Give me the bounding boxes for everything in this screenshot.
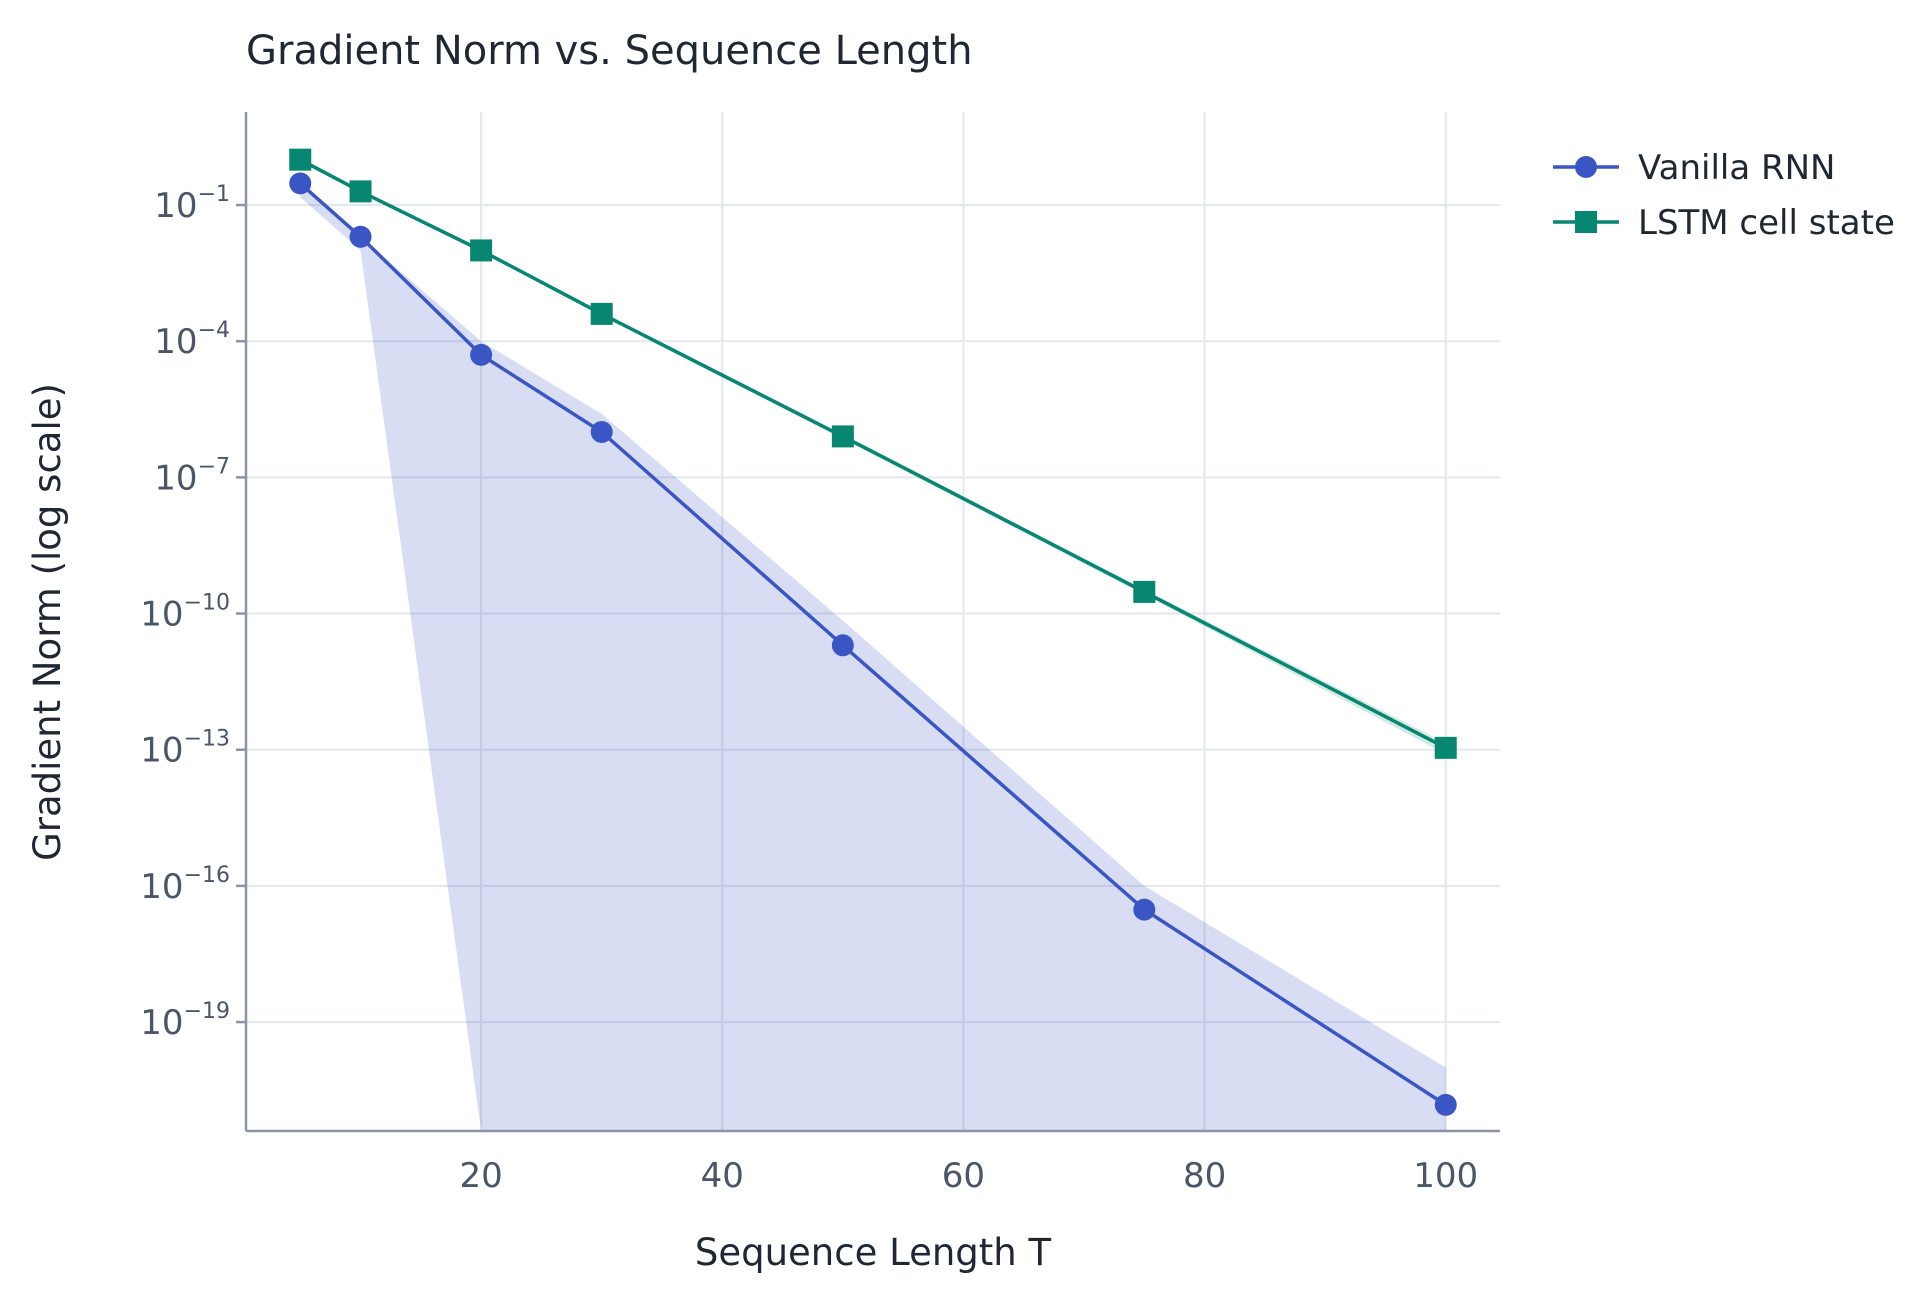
axes: [244, 112, 1500, 1133]
legend: Vanilla RNN LSTM cell state: [1553, 148, 1895, 243]
y-tick-label: 10−4: [154, 318, 230, 362]
y-tick-label: 10−16: [140, 863, 230, 907]
data-point: [590, 302, 613, 325]
y-tick-label: 10−1: [154, 182, 230, 226]
y-axis-label: Gradient Norm (log scale): [26, 383, 69, 861]
legend-marker: [1575, 211, 1597, 233]
data-point: [289, 148, 312, 171]
y-tick-label: 10−7: [154, 454, 230, 498]
data-point: [470, 239, 493, 262]
legend-marker: [1575, 156, 1597, 178]
x-tick-label: 100: [1413, 1156, 1478, 1196]
legend-label: Vanilla RNN: [1638, 148, 1835, 188]
data-point: [1434, 736, 1457, 759]
data-point: [1434, 1093, 1457, 1116]
y-ticks: 10−1 10−4 10−7 10−10 10−13 10−16 10−19: [140, 182, 246, 1043]
data-point: [831, 634, 854, 657]
y-tick-label: 10−19: [140, 999, 230, 1043]
legend-label: LSTM cell state: [1638, 203, 1895, 243]
series-lines: [289, 148, 1457, 1116]
x-tick-label: 20: [459, 1156, 502, 1196]
data-point: [470, 343, 493, 366]
x-tick-label: 80: [1183, 1156, 1226, 1196]
data-point: [1133, 898, 1156, 921]
x-tick-label: 40: [701, 1156, 744, 1196]
data-point: [1133, 580, 1156, 603]
x-ticks: 20 40 60 80 100: [459, 1156, 1478, 1196]
chart-title: Gradient Norm vs. Sequence Length: [246, 28, 973, 74]
data-point: [831, 425, 854, 448]
confidence-bands: [300, 157, 1446, 1131]
data-point: [289, 172, 312, 195]
data-point: [349, 180, 372, 203]
x-axis-label: Sequence Length T: [695, 1231, 1052, 1274]
data-point: [349, 225, 372, 248]
series-band: [300, 180, 1446, 1131]
x-tick-label: 60: [942, 1156, 985, 1196]
y-tick-label: 10−10: [140, 591, 230, 635]
y-tick-label: 10−13: [140, 727, 230, 771]
data-point: [590, 420, 613, 443]
grid: [246, 112, 1500, 1131]
